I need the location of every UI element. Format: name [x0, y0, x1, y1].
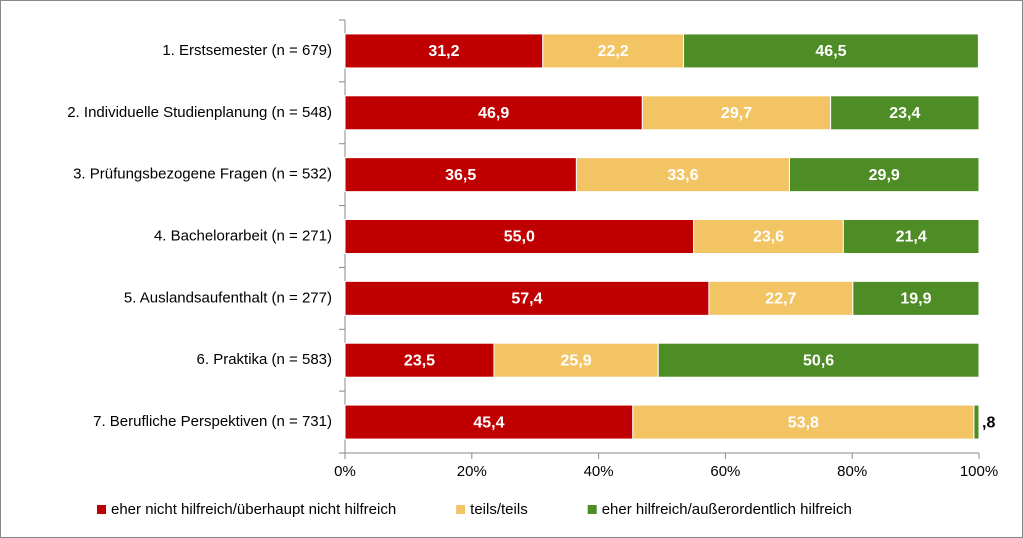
- value-label: 36,5: [445, 167, 476, 184]
- legend-swatch: [587, 505, 597, 514]
- bar-segment: [344, 219, 695, 254]
- value-label: 46,9: [478, 105, 509, 122]
- bar-segment: [542, 33, 685, 69]
- value-label: 29,9: [869, 167, 900, 184]
- value-label: 33,6: [667, 167, 698, 184]
- value-label: 29,7: [721, 105, 752, 122]
- category-label: 6. Praktika (n = 583): [197, 351, 332, 368]
- bar-segment: [973, 404, 980, 440]
- value-label: 46,5: [815, 43, 846, 60]
- legend-label: eher nicht hilfreich/überhaupt nicht hil…: [111, 501, 396, 518]
- category-label: 1. Erstsemester (n = 679): [162, 42, 332, 59]
- value-label: 50,6: [803, 352, 834, 369]
- x-tick-label: 80%: [837, 463, 867, 480]
- value-label: 22,2: [598, 43, 629, 60]
- bar-segment: [708, 280, 854, 316]
- bar-segment: [830, 95, 980, 131]
- bar-segment: [842, 219, 980, 254]
- value-label: 19,9: [900, 291, 931, 308]
- legend-label: eher hilfreich/außerordentlich hilfreich: [602, 501, 852, 518]
- bar-segment: [344, 280, 710, 316]
- value-label: 31,2: [428, 43, 459, 60]
- legend-label: teils/teils: [470, 501, 528, 518]
- category-label: 4. Bachelorarbeit (n = 271): [154, 227, 332, 244]
- bar-segment: [344, 33, 544, 69]
- bar-segment: [788, 157, 980, 193]
- bar-segment: [693, 219, 844, 254]
- bar-segment: [632, 404, 975, 440]
- category-label: 5. Auslandsaufenthalt (n = 277): [124, 289, 332, 306]
- legend-swatch: [456, 505, 466, 514]
- x-tick-label: 20%: [457, 463, 487, 480]
- bar-segment: [344, 404, 634, 440]
- value-label: 55,0: [504, 229, 535, 246]
- bar-segment: [852, 280, 980, 316]
- bar-segment: [344, 157, 577, 193]
- value-label: 45,4: [473, 414, 504, 431]
- x-tick-label: 40%: [584, 463, 614, 480]
- bar-segment: [657, 342, 980, 378]
- value-label: ,8: [982, 414, 995, 431]
- category-label: 3. Prüfungsbezogene Fragen (n = 532): [73, 166, 332, 183]
- value-label: 21,4: [896, 229, 927, 246]
- category-label: 7. Berufliche Perspektiven (n = 731): [93, 413, 332, 430]
- legend-swatch: [97, 505, 106, 514]
- bar-segment: [575, 157, 790, 193]
- value-label: 23,4: [889, 105, 920, 122]
- value-label: 25,9: [561, 352, 592, 369]
- x-tick-label: 100%: [960, 463, 998, 480]
- bar-segment: [641, 95, 832, 131]
- value-label: 22,7: [765, 291, 796, 308]
- bar-segment: [344, 342, 495, 378]
- x-tick-label: 0%: [334, 463, 356, 480]
- value-label: 23,6: [753, 229, 784, 246]
- value-label: 23,5: [404, 352, 435, 369]
- x-tick-label: 60%: [710, 463, 740, 480]
- value-label: 53,8: [788, 414, 819, 431]
- category-label: 2. Individuelle Studienplanung (n = 548): [67, 104, 332, 121]
- bar-segment: [344, 95, 643, 131]
- value-label: 57,4: [511, 291, 542, 308]
- bar-segment: [683, 33, 979, 69]
